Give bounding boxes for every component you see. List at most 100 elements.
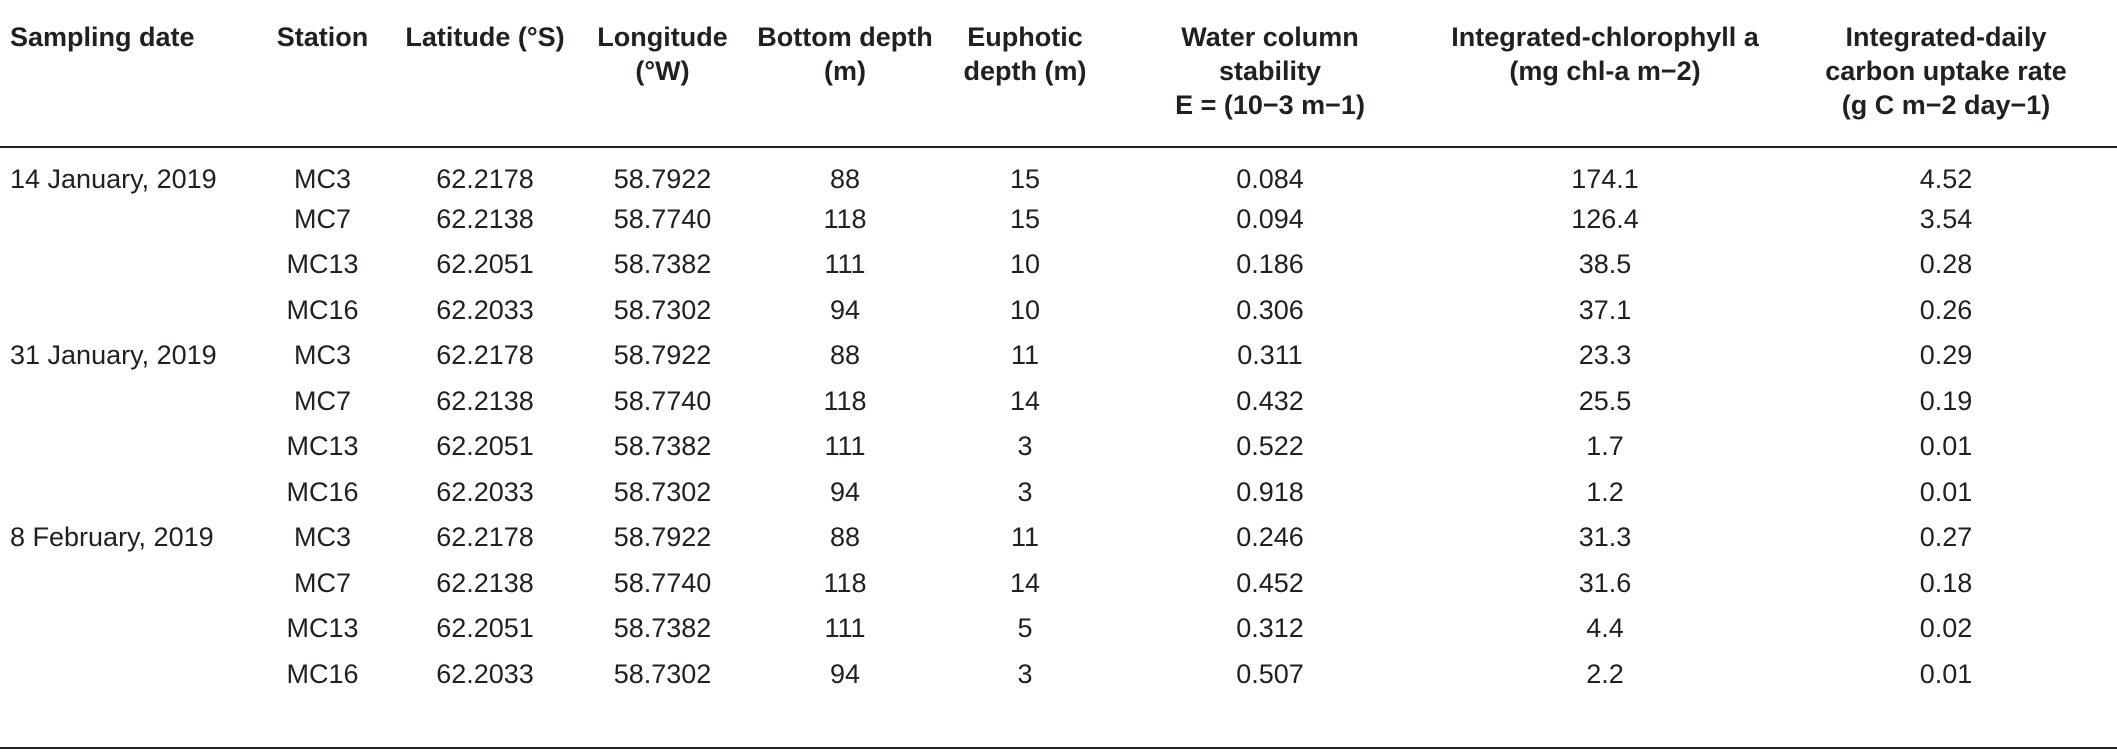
table-cell-sampling-date — [0, 651, 255, 697]
table-cell-latitude: 62.2051 — [436, 249, 534, 280]
table-cell-carbon-uptake-rate: 0.18 — [1919, 567, 1973, 598]
column-header-line: Bottom depth — [757, 22, 933, 52]
table-cell-carbon-uptake-rate: 4.52 — [1919, 164, 1973, 194]
table-row: MC7 62.2138 58.7740 118 14 0.432 25.5 0.19 — [0, 378, 2117, 424]
table-cell-latitude: 62.2178 — [436, 340, 534, 371]
column-header-carbon-uptake-rate: Integrated-daily carbon uptake rate (g C m… — [1775, 0, 2117, 147]
table-cell-longitude: 58.7382 — [613, 431, 712, 462]
table-cell-water-column-stability: 0.312 — [1236, 613, 1304, 644]
table-cell-euphotic-depth: 14 — [1009, 567, 1041, 598]
table-cell-longitude: 58.7922 — [613, 522, 712, 553]
table-cell-station: MC7 — [293, 385, 351, 416]
table-cell-bottom-depth: 111 — [824, 249, 866, 280]
table-cell-sampling-date — [0, 606, 255, 652]
table-cell-integrated-chlorophyll: 1.2 — [1586, 476, 1624, 507]
table-cell-carbon-uptake-rate: 0.19 — [1919, 385, 1973, 416]
table-cell-latitude: 62.2138 — [436, 567, 534, 598]
column-header-integrated-chlorophyll: Integrated-chlorophyll a (mg chl-a m−2) — [1435, 0, 1775, 147]
table-cell-latitude: 62.2033 — [436, 658, 534, 689]
table-cell-euphotic-depth: 15 — [1009, 164, 1041, 194]
column-header-line: (°W) — [635, 56, 690, 86]
table-cell-longitude: 58.7740 — [613, 203, 712, 234]
table-cell-bottom-depth: 118 — [823, 203, 867, 234]
table-row: 8 February, 2019 MC3 62.2178 58.7922 88 11 0.2… — [0, 515, 2117, 561]
table-cell-euphotic-depth: 14 — [1009, 385, 1041, 416]
table-cell-euphotic-depth: 11 — [1010, 340, 1040, 371]
table-cell-bottom-depth: 88 — [829, 522, 861, 553]
table-cell-latitude: 62.2138 — [436, 385, 534, 416]
table-row: MC13 62.2051 58.7382 111 3 0.522 1.7 0.01 — [0, 424, 2117, 470]
table-cell-latitude: 62.2033 — [436, 476, 534, 507]
table-cell-integrated-chlorophyll: 174.1 — [1571, 164, 1639, 194]
table-cell-latitude: 62.2138 — [436, 203, 534, 234]
table-cell-longitude: 58.7740 — [613, 385, 712, 416]
column-header-line: stability — [1218, 56, 1322, 86]
table-cell-carbon-uptake-rate: 0.28 — [1919, 249, 1973, 280]
table-cell-bottom-depth: 88 — [829, 340, 861, 371]
table-cell-station: MC13 — [286, 613, 359, 644]
column-header-line: Longitude — [597, 22, 728, 52]
column-header-line: depth (m) — [963, 56, 1087, 86]
table-cell-latitude: 62.2178 — [436, 522, 534, 553]
column-header-line: (m) — [824, 56, 866, 86]
table-cell-sampling-date — [0, 242, 255, 288]
table-row: 14 January, 2019 MC3 62.2178 58.7922 88 15 0.0… — [0, 147, 2117, 196]
table-cell-integrated-chlorophyll: 126.4 — [1571, 203, 1639, 234]
table-cell-sampling-date — [0, 287, 255, 333]
table-cell-longitude: 58.7740 — [613, 567, 712, 598]
table-cell-longitude: 58.7382 — [613, 249, 712, 280]
table-cell-water-column-stability: 0.507 — [1236, 658, 1304, 689]
table-cell-latitude: 62.2051 — [436, 613, 534, 644]
table-cell-bottom-depth: 94 — [829, 294, 861, 325]
table-cell-bottom-depth: 94 — [829, 476, 861, 507]
table-cell-euphotic-depth: 10 — [1009, 294, 1041, 325]
table-cell-bottom-depth: 88 — [829, 164, 861, 194]
column-header-longitude: Longitude (°W) — [580, 0, 745, 147]
table-cell-carbon-uptake-rate: 3.54 — [1919, 203, 1973, 234]
column-header-water-column-stability: Water column stability E = (10−3 m−1) — [1105, 0, 1435, 147]
table-row: MC13 62.2051 58.7382 111 5 0.312 4.4 0.02 — [0, 606, 2117, 652]
table-cell-sampling-date — [0, 560, 255, 606]
table-cell-station: MC7 — [293, 203, 351, 234]
table-cell-bottom-depth: 111 — [824, 613, 866, 644]
table-cell-integrated-chlorophyll: 37.1 — [1578, 294, 1632, 325]
table-cell-sampling-date — [0, 469, 255, 515]
table-cell-latitude: 62.2178 — [436, 164, 534, 194]
table-cell-bottom-depth: 94 — [829, 658, 861, 689]
table-cell-water-column-stability: 0.094 — [1236, 203, 1304, 234]
column-header-station: Station — [255, 0, 390, 147]
table-cell-water-column-stability: 0.522 — [1236, 431, 1304, 462]
table-cell-bottom-depth: 118 — [823, 385, 867, 416]
table-cell-water-column-stability: 0.432 — [1236, 385, 1304, 416]
table-cell-carbon-uptake-rate: 0.01 — [1919, 476, 1973, 507]
table-cell-water-column-stability: 0.311 — [1237, 340, 1303, 371]
table-cell-longitude: 58.7302 — [613, 294, 712, 325]
table-cell-station: MC16 — [286, 658, 359, 689]
table-cell-sampling-date — [0, 196, 255, 242]
table-cell-station: MC7 — [293, 567, 351, 598]
column-header-line: Integrated-daily — [1845, 22, 2047, 52]
column-header-bottom-depth: Bottom depth (m) — [745, 0, 945, 147]
table-cell-sampling-date — [0, 424, 255, 470]
table-cell-longitude: 58.7922 — [613, 164, 712, 194]
column-header-line: Integrated-chlorophyll a — [1451, 22, 1759, 52]
column-header-line: Sampling date — [10, 22, 195, 52]
table-cell-station: MC16 — [286, 476, 359, 507]
table-cell-euphotic-depth: 5 — [1017, 613, 1033, 644]
table-cell-longitude: 58.7382 — [613, 613, 712, 644]
table-row: 31 January, 2019 MC3 62.2178 58.7922 88 11 0.3… — [0, 333, 2117, 379]
table-cell-sampling-date — [0, 378, 255, 424]
table-cell-sampling-date: 31 January, 2019 — [10, 340, 217, 371]
table-cell-euphotic-depth: 15 — [1009, 203, 1041, 234]
column-header-line: carbon uptake rate — [1825, 56, 2067, 86]
table-row: MC13 62.2051 58.7382 111 10 0.186 38.5 0.28 — [0, 242, 2117, 288]
table-row: MC16 62.2033 58.7302 94 10 0.306 37.1 0.26 — [0, 287, 2117, 333]
column-header-line: (g C m−2 day−1) — [1841, 90, 2051, 120]
table-row: MC16 62.2033 58.7302 94 3 0.918 1.2 0.01 — [0, 469, 2117, 515]
table-cell-water-column-stability: 0.246 — [1236, 522, 1304, 553]
table-cell-integrated-chlorophyll: 23.3 — [1578, 340, 1632, 371]
table-cell-longitude: 58.7922 — [613, 340, 712, 371]
table-cell-water-column-stability: 0.452 — [1236, 567, 1304, 598]
table-cell-water-column-stability: 0.186 — [1236, 249, 1304, 280]
